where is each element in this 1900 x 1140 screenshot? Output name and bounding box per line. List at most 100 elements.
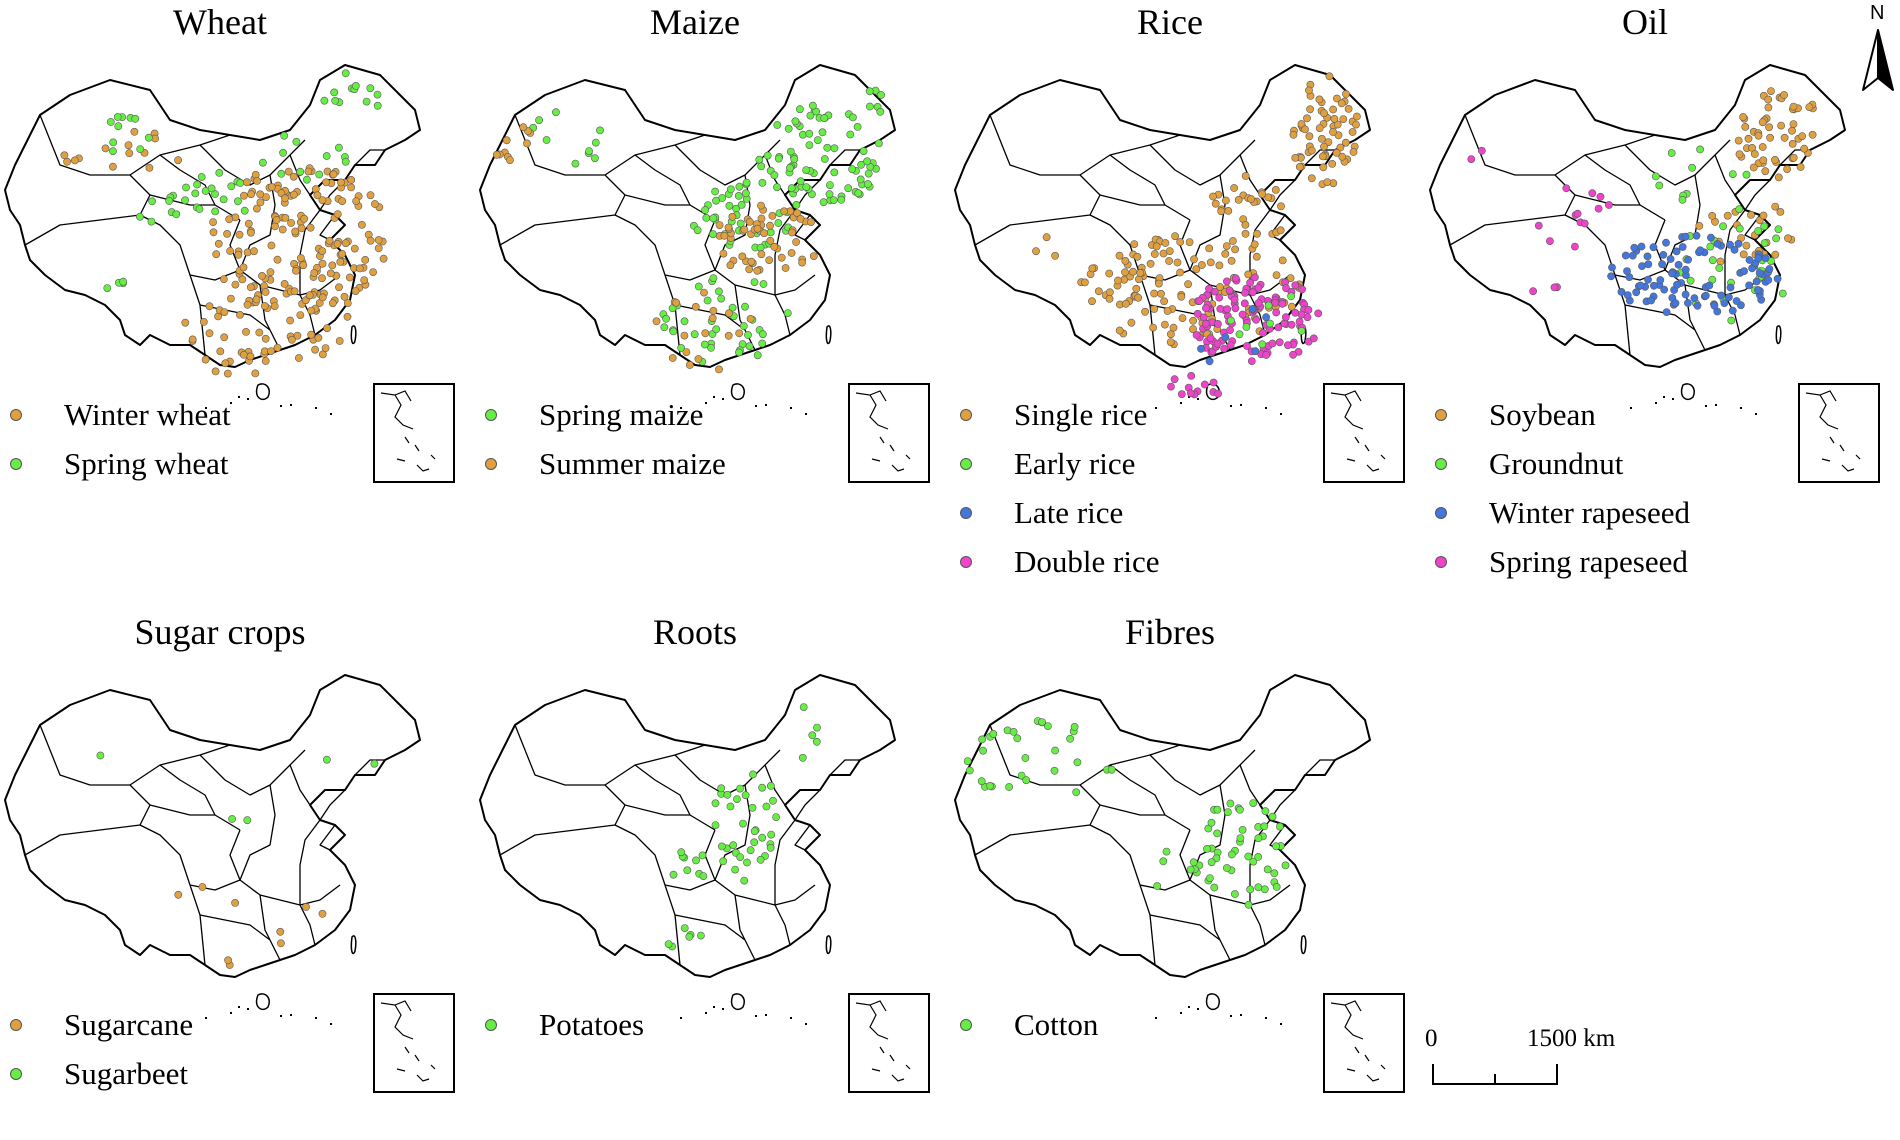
orange-crop-point: [1336, 143, 1345, 152]
orange-crop-point: [753, 224, 762, 233]
island-speck: [1280, 1023, 1282, 1025]
green-crop-point: [1153, 882, 1162, 890]
orange-crop-point: [255, 328, 264, 337]
province-border: [1189, 174, 1226, 271]
island: [730, 383, 745, 401]
inset-outline: [1821, 458, 1831, 462]
orange-crop-point: [745, 265, 754, 274]
green-crop-point: [1013, 734, 1022, 743]
inset-outline: [879, 1046, 885, 1054]
green-crop-point: [825, 190, 834, 199]
orange-crop-point: [1227, 256, 1236, 265]
inset-outline: [1330, 392, 1364, 430]
orange-crop-point: [1094, 287, 1103, 296]
orange-crop-point: [720, 231, 729, 240]
blue-crop-point: [1732, 297, 1741, 305]
green-crop-point: [741, 302, 749, 311]
magenta-crop-point: [1562, 184, 1571, 193]
orange-crop-point: [71, 156, 79, 165]
orange-crop-point: [1348, 128, 1357, 136]
orange-crop-point: [1716, 257, 1725, 266]
blue-crop-point: [1251, 347, 1260, 356]
green-crop-point: [709, 274, 718, 282]
orange-crop-point: [760, 229, 769, 238]
green-crop-point: [233, 197, 242, 206]
legend-swatch: [960, 555, 972, 568]
inset-outline: [1346, 1068, 1356, 1072]
green-crop-point: [709, 214, 718, 223]
legend-swatch: [485, 457, 497, 470]
orange-crop-point: [1250, 240, 1259, 249]
legend-item: Summer maize: [483, 439, 726, 488]
province-border: [159, 154, 216, 206]
inset-outline: [416, 464, 430, 472]
green-crop-point: [699, 872, 708, 880]
green-crop-point: [719, 857, 728, 866]
island: [350, 325, 357, 345]
province-border: [1089, 214, 1156, 356]
orange-crop-point: [267, 183, 276, 191]
green-crop-point: [717, 842, 726, 851]
green-crop-point: [1727, 316, 1736, 325]
green-crop-point: [742, 178, 751, 187]
green-crop-point: [844, 184, 853, 193]
province-border: [794, 789, 821, 821]
green-crop-point: [1203, 844, 1211, 853]
magenta-crop-point: [1604, 201, 1613, 209]
green-crop-point: [680, 317, 689, 326]
orange-crop-point: [1747, 210, 1755, 219]
green-crop-point: [863, 157, 871, 166]
green-crop-point: [1222, 864, 1231, 872]
orange-crop-point: [768, 211, 777, 220]
orange-crop-point: [1192, 265, 1201, 274]
green-crop-point: [702, 213, 711, 222]
orange-crop-point: [305, 291, 314, 300]
orange-crop-point: [1325, 72, 1334, 81]
green-crop-point: [735, 348, 743, 357]
blue-crop-point: [1673, 280, 1681, 289]
green-crop-point: [571, 159, 580, 168]
green-crop-point: [820, 155, 829, 163]
province-border: [1614, 269, 1666, 281]
orange-crop-point: [1149, 323, 1157, 332]
green-crop-point: [694, 282, 703, 291]
orange-crop-point: [1329, 105, 1337, 114]
orange-crop-point: [1146, 259, 1155, 268]
magenta-crop-point: [1214, 389, 1222, 398]
orange-crop-point: [685, 361, 694, 369]
orange-crop-point: [1130, 240, 1139, 248]
province-border: [1079, 744, 1181, 786]
green-crop-point: [1235, 330, 1244, 339]
green-crop-point: [1205, 874, 1214, 882]
green-crop-point: [853, 123, 862, 131]
blue-crop-point: [1623, 291, 1632, 299]
orange-crop-point: [809, 252, 818, 260]
green-crop-point: [683, 866, 692, 875]
province-border: [664, 879, 716, 891]
orange-crop-point: [1178, 314, 1187, 322]
orange-crop-point: [1127, 318, 1136, 327]
inset-outline: [414, 444, 420, 452]
blue-crop-point: [1659, 250, 1668, 259]
inset-outline: [1354, 1046, 1360, 1054]
china-map: [954, 674, 1371, 1025]
orange-crop-point: [1315, 124, 1324, 132]
green-crop-point: [1210, 883, 1219, 892]
green-crop-point: [96, 751, 105, 760]
province-border: [1554, 134, 1656, 176]
magenta-crop-point: [1241, 288, 1249, 297]
green-crop-point: [820, 114, 829, 122]
legend-item: Spring rapeseed: [1433, 537, 1690, 586]
blue-crop-point: [1724, 293, 1733, 302]
orange-crop-point: [1221, 249, 1230, 258]
orange-crop-point: [1297, 120, 1306, 128]
orange-crop-point: [757, 250, 766, 259]
legend-label: Single rice: [1014, 396, 1148, 432]
province-border: [1249, 294, 1266, 336]
island-speck: [755, 405, 757, 407]
island-speck: [805, 1023, 807, 1025]
green-crop-point: [1213, 829, 1222, 838]
orange-crop-point: [1276, 226, 1285, 235]
orange-crop-point: [253, 176, 261, 185]
orange-crop-point: [1190, 255, 1198, 264]
